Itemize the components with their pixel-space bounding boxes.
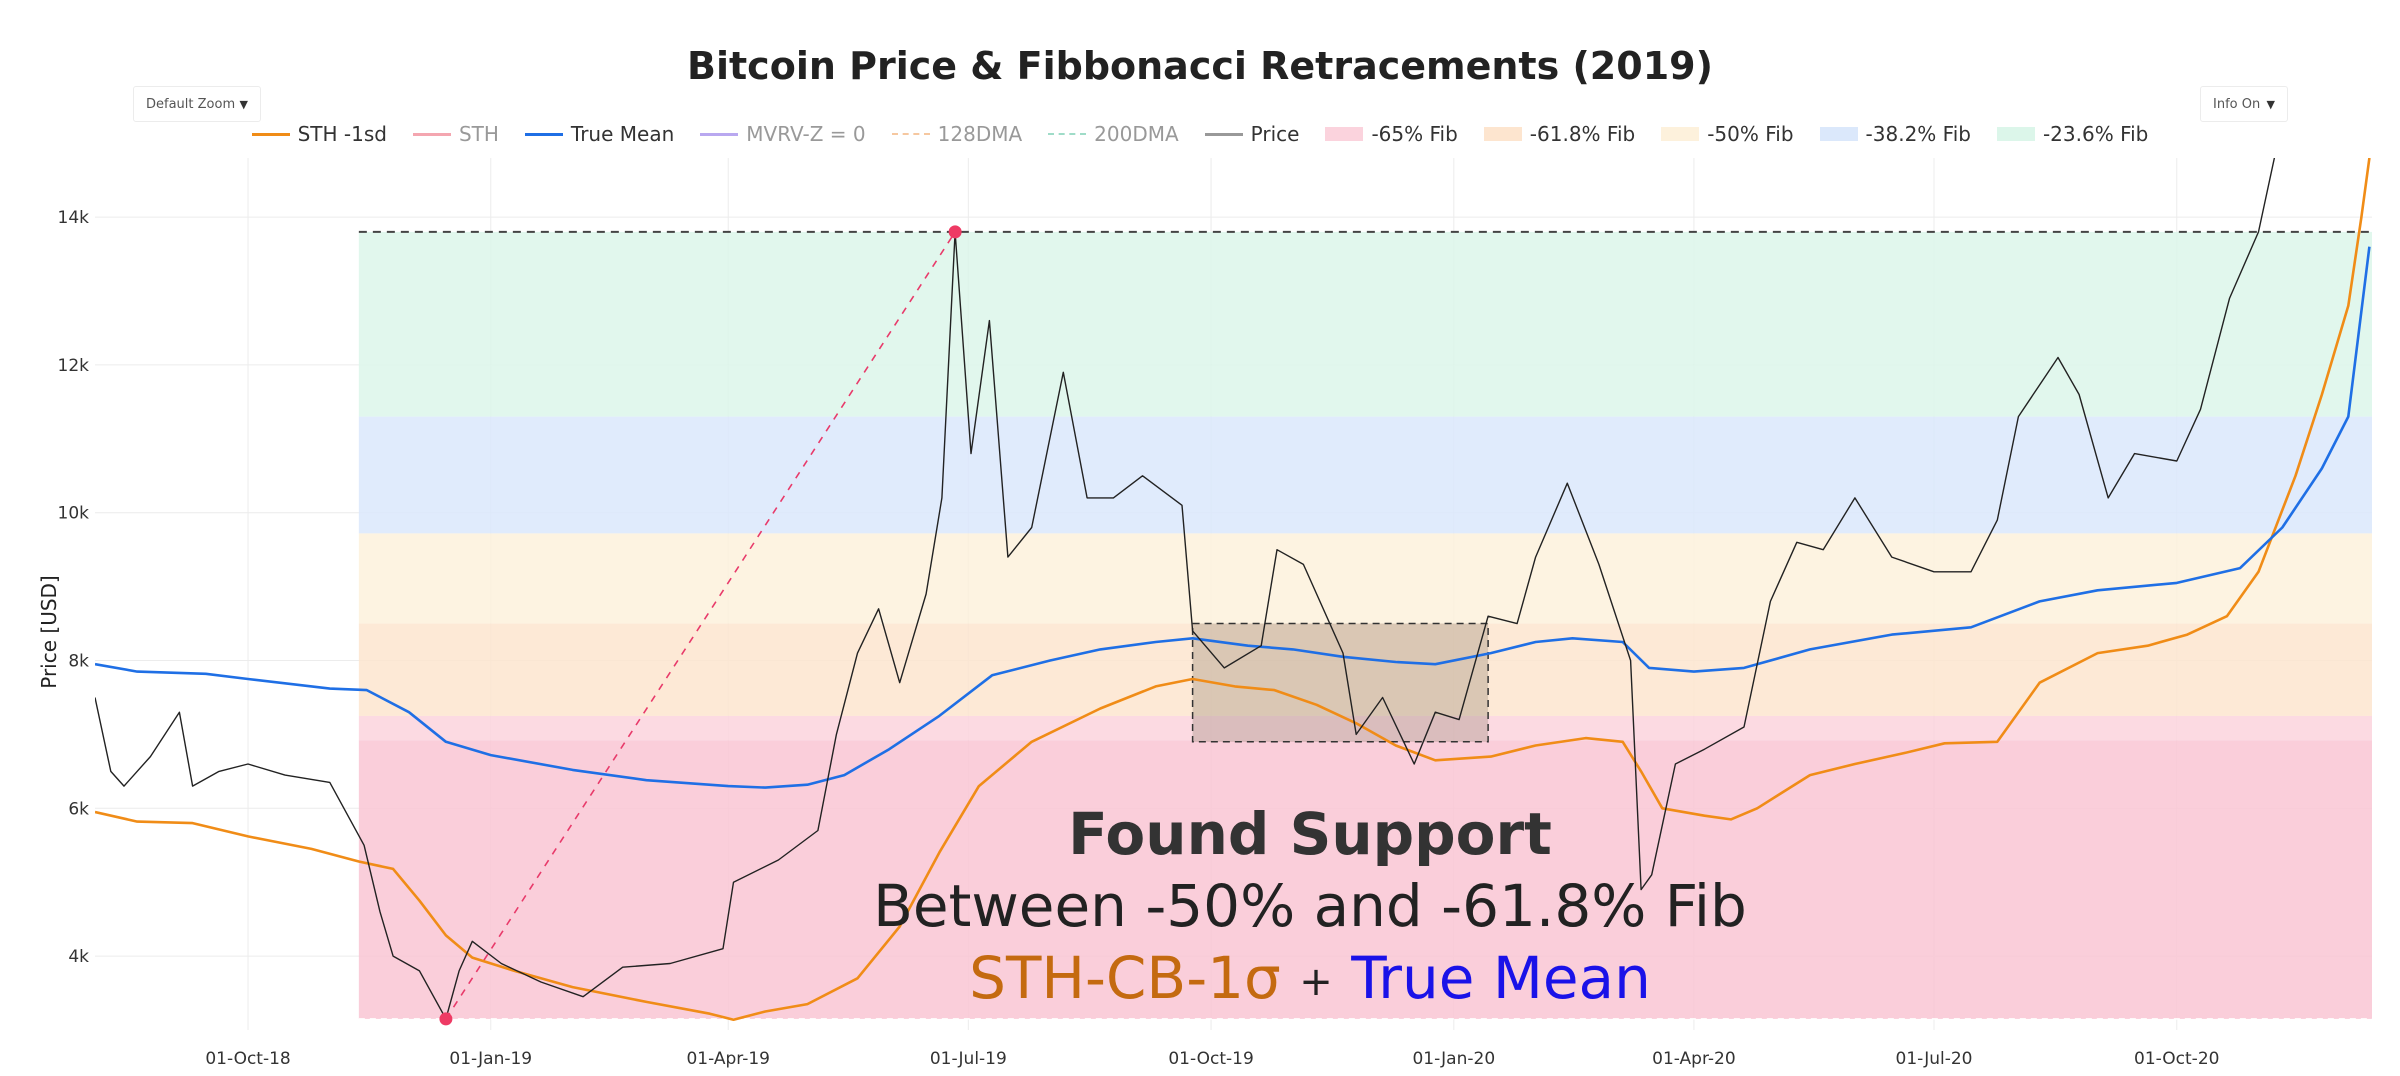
x-tick-label: 01-Apr-19 bbox=[686, 1049, 769, 1069]
chart-title: Bitcoin Price & Fibbonacci Retracements … bbox=[687, 44, 1713, 88]
x-tick-label: 01-Oct-19 bbox=[1168, 1049, 1253, 1069]
legend-label: -61.8% Fib bbox=[1529, 122, 1636, 146]
legend-item-3[interactable]: MVRV-Z = 0 bbox=[700, 122, 866, 146]
series-price bbox=[95, 158, 2276, 1020]
legend-swatch bbox=[1819, 127, 1858, 141]
fib-band bbox=[358, 231, 2372, 417]
fib-high-point bbox=[948, 225, 962, 239]
legend-label: MVRV-Z = 0 bbox=[746, 122, 866, 146]
legend-swatch bbox=[700, 132, 739, 136]
y-tick-label: 12k bbox=[58, 356, 90, 376]
annotation-subline: Between -50% and -61.8% Fib bbox=[873, 872, 1747, 940]
annotation-headline: Found Support bbox=[1068, 800, 1552, 868]
y-tick-label: 4k bbox=[68, 947, 89, 967]
x-tick-label: 01-Jul-20 bbox=[1896, 1049, 1973, 1069]
legend-item-6[interactable]: Price bbox=[1204, 122, 1300, 146]
annotation-indicators: STH-CB-1σ + True Mean bbox=[870, 944, 1750, 1012]
fib-band bbox=[358, 533, 2372, 624]
legend-label: -50% Fib bbox=[1707, 122, 1794, 146]
x-tick-label: 01-Jan-20 bbox=[1412, 1049, 1495, 1069]
legend-swatch bbox=[524, 132, 563, 136]
zoom-dropdown[interactable]: Default Zoom ▼ bbox=[133, 86, 261, 122]
y-tick-label: 10k bbox=[58, 504, 90, 524]
legend-swatch bbox=[1996, 127, 2035, 141]
legend-swatch bbox=[251, 132, 290, 136]
series-sth-1sd bbox=[95, 158, 2371, 1022]
fib-connector-line bbox=[445, 231, 956, 1020]
y-tick-label: 8k bbox=[68, 652, 89, 672]
chevron-down-icon: ▼ bbox=[239, 97, 248, 111]
legend-item-9[interactable]: -50% Fib bbox=[1661, 122, 1794, 146]
legend-item-11[interactable]: -23.6% Fib bbox=[1996, 122, 2149, 146]
chart-legend: STH -1sd STH True Mean MVRV-Z = 0 128DMA 200D… bbox=[0, 122, 2400, 146]
legend-label: STH -1sd bbox=[297, 122, 387, 146]
y-tick-label: 14k bbox=[58, 208, 90, 228]
annotation-plus: + bbox=[1299, 958, 1333, 1005]
legend-label: Price bbox=[1250, 122, 1300, 146]
legend-label: -23.6% Fib bbox=[2042, 122, 2149, 146]
legend-swatch bbox=[891, 133, 930, 135]
zoom-dropdown-label: Default Zoom bbox=[146, 96, 236, 112]
legend-item-8[interactable]: -61.8% Fib bbox=[1483, 122, 1636, 146]
legend-swatch bbox=[1204, 132, 1243, 136]
legend-swatch bbox=[1661, 127, 1700, 141]
info-dropdown[interactable]: Info On ▼ bbox=[2200, 86, 2288, 122]
legend-label: -38.2% Fib bbox=[1865, 122, 1971, 146]
legend-swatch bbox=[1483, 127, 1522, 141]
chevron-down-icon: ▼ bbox=[2266, 97, 2275, 111]
legend-label: True Mean bbox=[570, 122, 675, 146]
fib-band bbox=[358, 740, 2372, 1019]
x-tick-label: 01-Oct-20 bbox=[2134, 1049, 2219, 1069]
annotation-sth: STH-CB-1σ bbox=[969, 944, 1281, 1012]
legend-label: STH bbox=[458, 122, 499, 146]
support-annotation: Found Support Between -50% and -61.8% Fi… bbox=[870, 800, 1750, 1012]
x-tick-label: 01-Apr-20 bbox=[1652, 1049, 1735, 1069]
support-box bbox=[1191, 622, 1489, 743]
legend-item-5[interactable]: 200DMA bbox=[1048, 122, 1179, 146]
x-tick-label: 01-Jul-19 bbox=[930, 1049, 1007, 1069]
annotation-true-mean: True Mean bbox=[1351, 944, 1651, 1012]
x-tick-label: 01-Jan-19 bbox=[449, 1049, 532, 1069]
fib-band bbox=[358, 623, 2372, 716]
y-tick-label: 6k bbox=[68, 799, 89, 819]
legend-item-0[interactable]: STH -1sd bbox=[251, 122, 387, 146]
legend-label: 200DMA bbox=[1094, 122, 1179, 146]
fib-low-point bbox=[439, 1012, 453, 1026]
legend-item-7[interactable]: -65% Fib bbox=[1325, 122, 1458, 146]
legend-item-10[interactable]: -38.2% Fib bbox=[1819, 122, 1971, 146]
legend-item-1[interactable]: STH bbox=[412, 122, 499, 146]
y-axis-label: Price [USD] bbox=[36, 575, 61, 689]
legend-swatch bbox=[1325, 127, 1364, 141]
legend-label: 128DMA bbox=[937, 122, 1023, 146]
legend-swatch bbox=[1048, 133, 1087, 135]
legend-label: -65% Fib bbox=[1371, 122, 1458, 146]
legend-item-4[interactable]: 128DMA bbox=[891, 122, 1023, 146]
series-true-mean bbox=[95, 246, 2371, 789]
legend-swatch bbox=[412, 132, 451, 136]
legend-item-2[interactable]: True Mean bbox=[524, 122, 675, 146]
x-tick-label: 01-Oct-18 bbox=[205, 1049, 290, 1069]
info-dropdown-label: Info On bbox=[2213, 96, 2261, 112]
fib-band bbox=[358, 416, 2372, 534]
